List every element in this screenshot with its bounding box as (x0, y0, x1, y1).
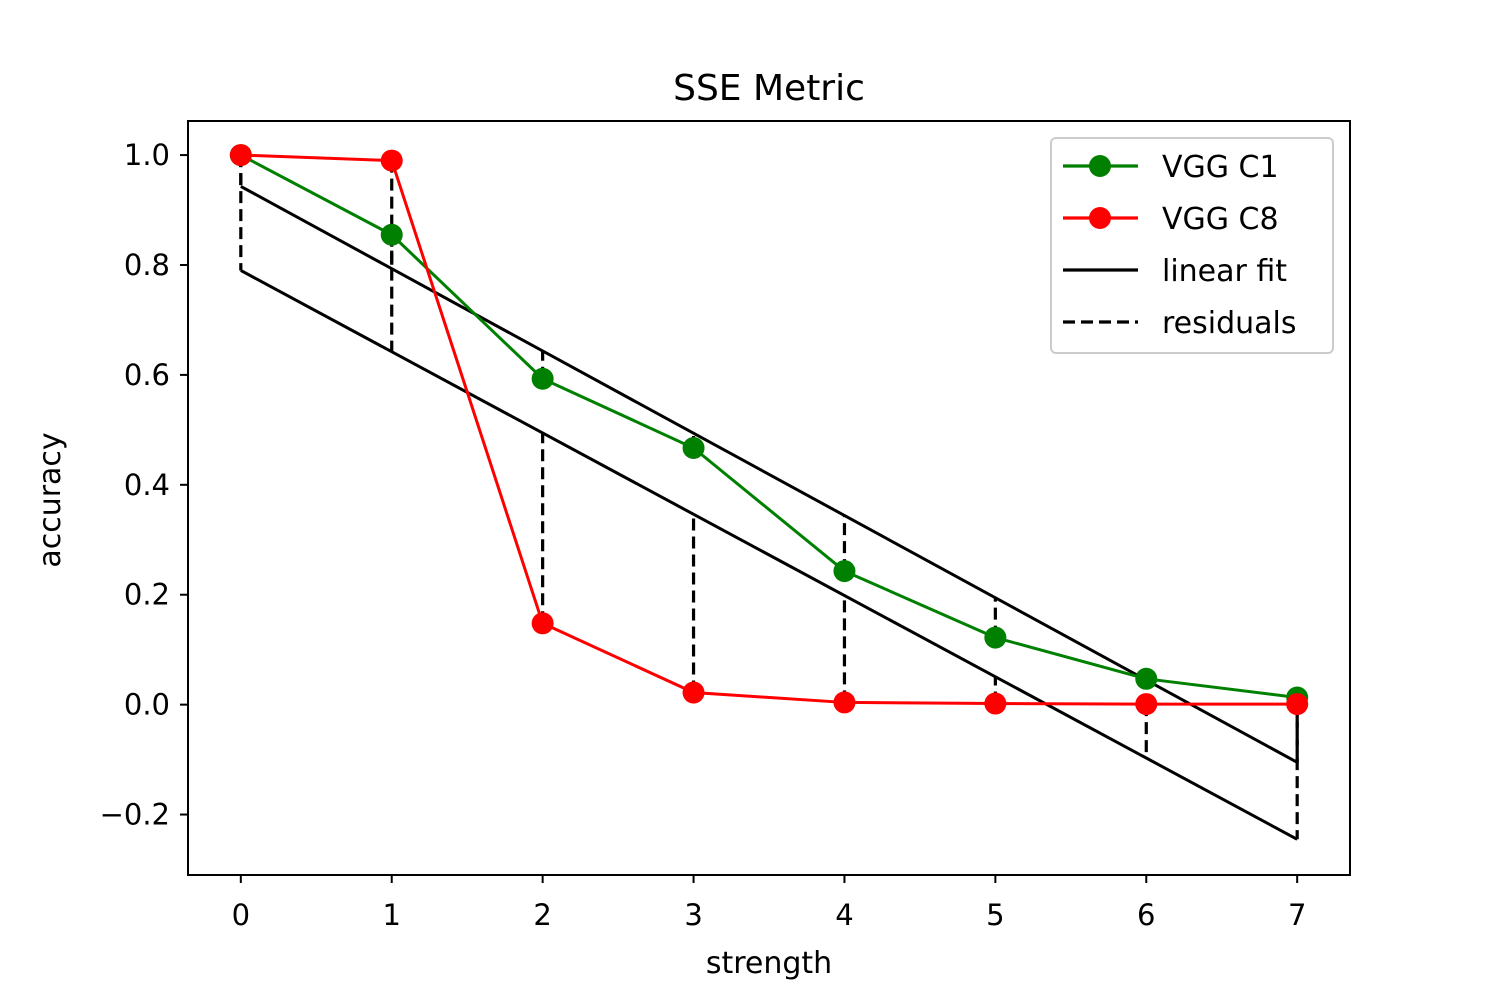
legend-box (1050, 137, 1334, 354)
x-tick-label: 5 (986, 898, 1004, 932)
y-tick-label: 0.8 (124, 248, 170, 282)
y-tick-label: 1.0 (124, 138, 170, 172)
linear-fit-vgg-c8 (240, 269, 1298, 841)
y-axis-label: accuracy (33, 432, 68, 567)
axes-frame (187, 120, 1351, 876)
linear-fit-vgg-c1 (240, 185, 1298, 764)
y-tick-label: −0.2 (100, 798, 170, 832)
y-tick-label: 0.6 (124, 358, 170, 392)
point-vgg-c1-2 (531, 367, 554, 390)
axis-ticks: 0 1 2 3 4 5 6 7 −0.2 0.0 0.2 0.4 0.6 0.8 1.0 (100, 138, 1307, 932)
x-tick-label: 3 (684, 898, 702, 932)
x-tick-label: 2 (533, 898, 551, 932)
point-vgg-c1-4 (833, 560, 856, 583)
x-tick-label: 1 (383, 898, 401, 932)
y-tick-label: 0.0 (124, 688, 170, 722)
x-tick-label: 0 (232, 898, 250, 932)
legend-marker-vgg-c8 (1089, 207, 1111, 229)
legend-label-linear-fit: linear fit (1162, 254, 1287, 289)
legend-marker-vgg-c1 (1089, 155, 1111, 177)
point-vgg-c1-5 (984, 626, 1007, 649)
legend-label-vgg-c8: VGG C8 (1162, 202, 1279, 237)
point-vgg-c8-3 (682, 681, 705, 704)
series-line-vgg-c8 (240, 153, 1298, 706)
point-vgg-c8-4 (833, 691, 856, 714)
point-vgg-c8-5 (984, 692, 1007, 715)
legend-label-vgg-c1: VGG C1 (1162, 150, 1279, 185)
point-vgg-c8-7 (1286, 693, 1309, 716)
point-vgg-c1-6 (1135, 667, 1158, 690)
point-vgg-c8-2 (531, 612, 554, 635)
point-vgg-c1-3 (682, 436, 705, 459)
point-vgg-c8-1 (380, 149, 403, 172)
legend-label-residuals: residuals (1162, 306, 1297, 341)
series-line-vgg-c1 (240, 153, 1298, 699)
x-tick-label: 4 (835, 898, 853, 932)
point-vgg-c8-6 (1135, 693, 1158, 716)
y-tick-label: 0.4 (124, 468, 170, 502)
point-vgg-c8-0 (229, 144, 252, 167)
point-vgg-c1-1 (380, 223, 403, 246)
plot-area (229, 144, 1309, 841)
x-tick-label: 7 (1288, 898, 1306, 932)
x-tick-label: 6 (1137, 898, 1155, 932)
x-axis-label: strength (706, 946, 832, 981)
legend: VGG C1 VGG C8 linear fit residuals (1050, 137, 1334, 354)
chart-title: SSE Metric (673, 68, 865, 109)
y-tick-label: 0.2 (124, 578, 170, 612)
